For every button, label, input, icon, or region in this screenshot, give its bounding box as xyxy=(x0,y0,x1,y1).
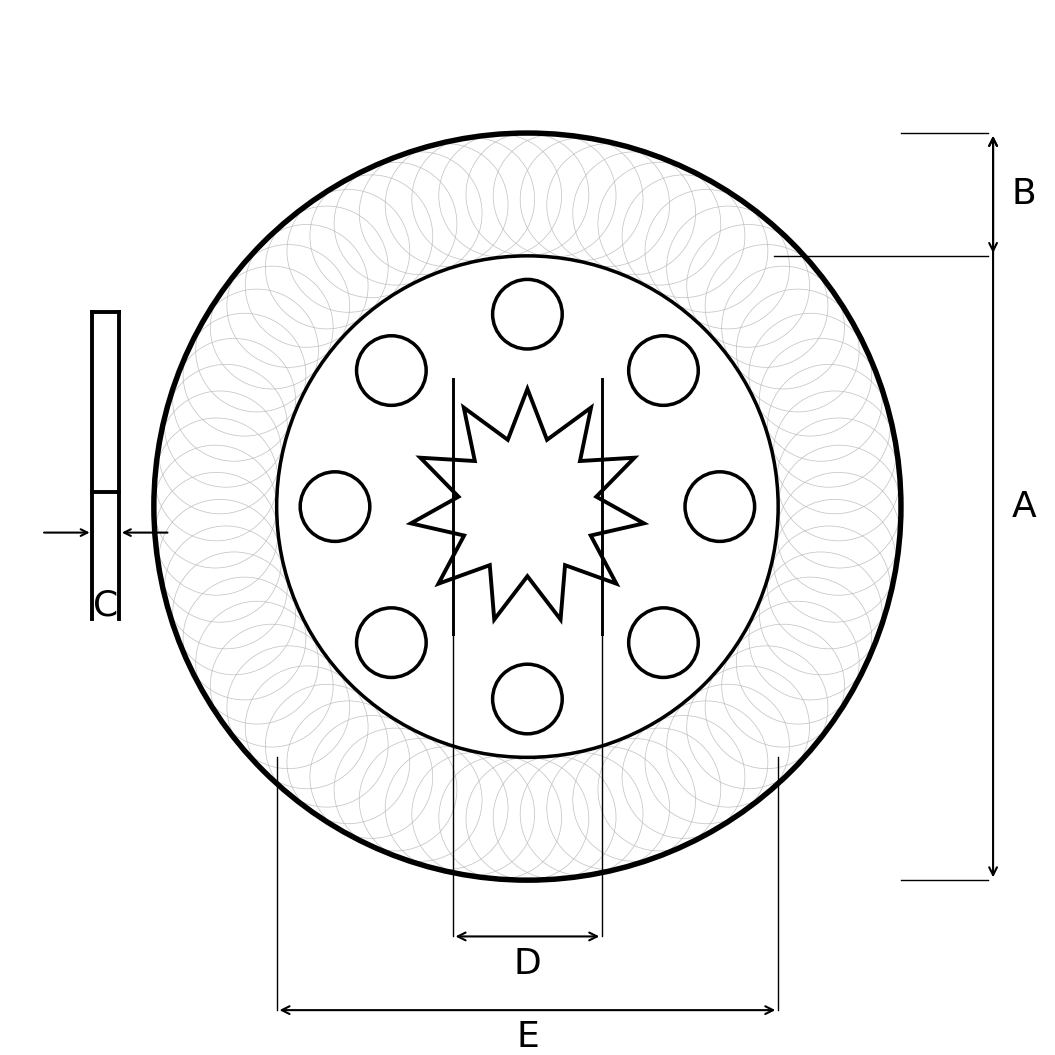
Circle shape xyxy=(357,335,426,405)
Circle shape xyxy=(493,280,562,349)
Circle shape xyxy=(685,472,754,541)
Circle shape xyxy=(276,256,779,757)
Text: C: C xyxy=(93,589,118,622)
Circle shape xyxy=(301,472,370,541)
Circle shape xyxy=(154,133,901,880)
Circle shape xyxy=(629,608,698,677)
Circle shape xyxy=(493,665,562,734)
Text: B: B xyxy=(1012,177,1036,211)
Text: E: E xyxy=(516,1020,539,1054)
Text: A: A xyxy=(1012,490,1036,523)
Circle shape xyxy=(357,608,426,677)
Text: D: D xyxy=(514,946,541,981)
Polygon shape xyxy=(410,389,644,619)
Circle shape xyxy=(629,335,698,405)
